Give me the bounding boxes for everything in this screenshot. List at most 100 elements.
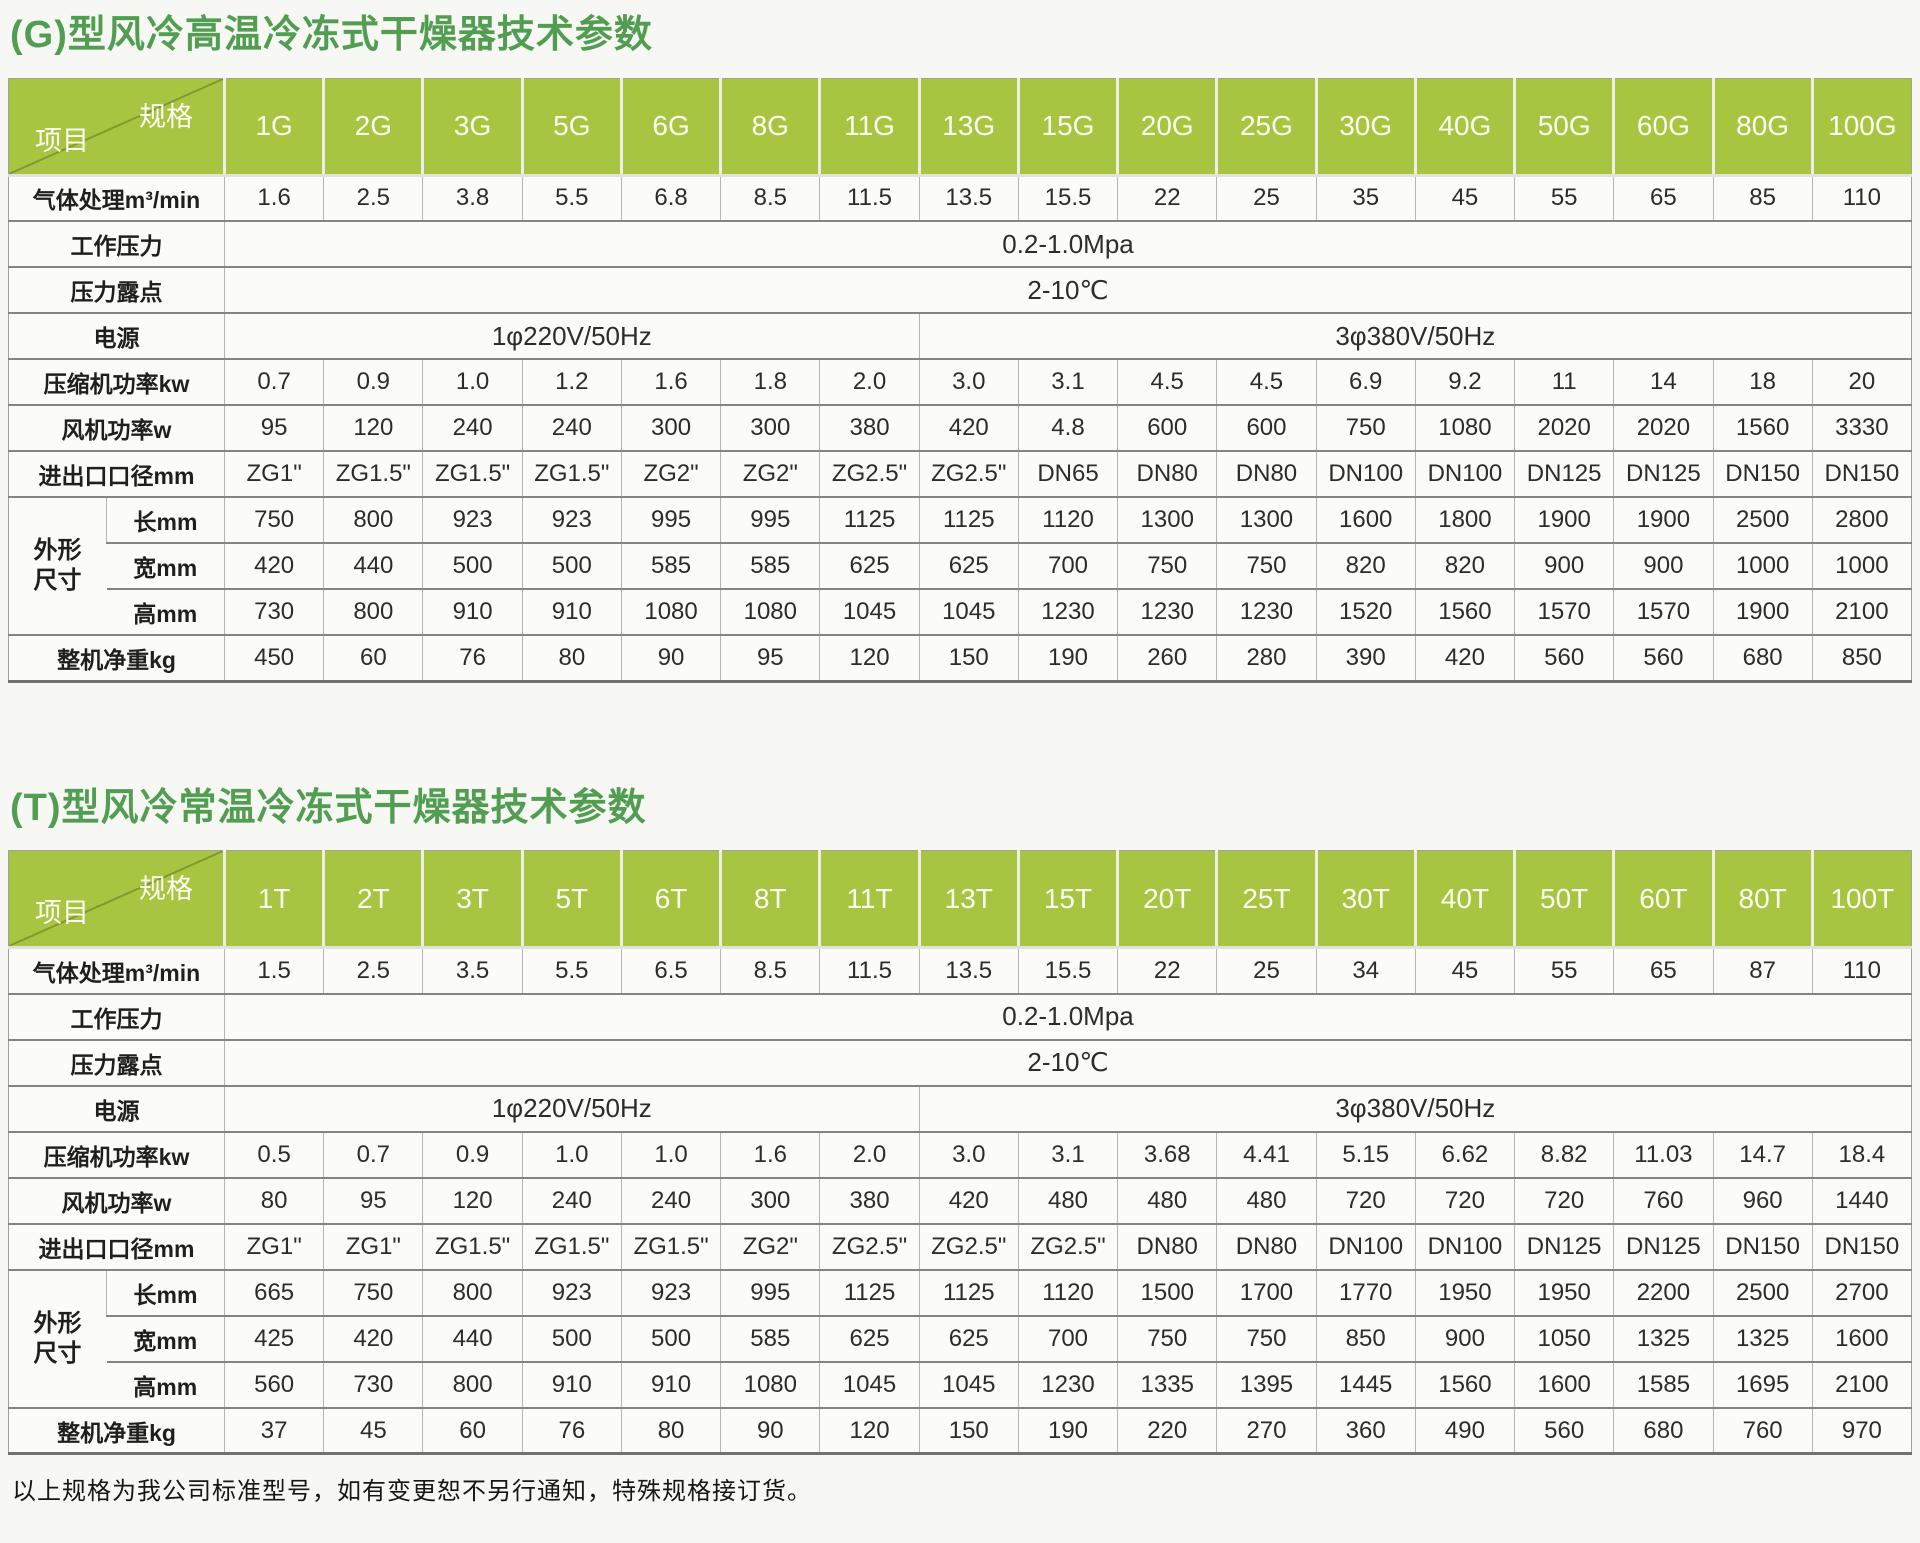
spec-value-cell: 80 <box>223 1176 324 1224</box>
spec-value-cell: 1950 <box>1514 1268 1614 1316</box>
spec-value-cell: 1045 <box>819 588 920 636</box>
model-header-cell: 15T <box>1016 850 1118 950</box>
spec-value-cell: 625 <box>918 1314 1019 1362</box>
spec-value-cell: 1.0 <box>620 1130 721 1178</box>
spec-value-cell: ZG2.5" <box>918 1222 1019 1270</box>
spec-value-cell: 700 <box>1017 542 1118 590</box>
spec-value-cell: 3.5 <box>422 946 523 994</box>
spec-value-cell: 2200 <box>1613 1268 1714 1316</box>
spec-value-cell: 425 <box>223 1314 324 1362</box>
table-row: 工作压力 0.2-1.0Mpa <box>8 992 1912 1040</box>
model-header-cell: 1G <box>222 78 324 177</box>
spec-value-cell: 1500 <box>1117 1268 1217 1316</box>
spec-value-cell: 600 <box>1216 404 1317 452</box>
spec-value-cell: 680 <box>1613 1406 1714 1454</box>
spec-value-cell: 1445 <box>1315 1360 1416 1408</box>
spec-value-cell: 960 <box>1712 1176 1813 1224</box>
power-supply-cell: 1φ220V/50Hz <box>224 1084 920 1132</box>
spec-value-cell: 1.5 <box>223 946 324 994</box>
spec-value-cell: 800 <box>422 1268 523 1316</box>
model-header-cell: 3T <box>421 850 523 950</box>
spec-value-cell: 150 <box>918 1406 1019 1454</box>
spec-value-cell: 440 <box>422 1314 523 1362</box>
spec-value-cell: 80 <box>521 634 622 682</box>
spec-value-cell: 2.0 <box>819 358 920 406</box>
row-label: 电源 <box>8 312 225 360</box>
spec-value-cell: 1045 <box>819 1360 920 1408</box>
model-header-cell: 11T <box>818 850 920 950</box>
spec-value-cell: 11.03 <box>1613 1130 1714 1178</box>
spec-value-cell: 0.5 <box>223 1130 324 1178</box>
table-row: 高mm 730 800 910 910 1080 1080 1045 1045 1230 1230 1… <box>9 588 1912 636</box>
row-label: 压力露点 <box>8 266 225 314</box>
spec-value-cell: 4.41 <box>1216 1130 1317 1178</box>
model-header-row: 规格 项目 1T 2T 3T 5T 6T 8T 11T 13T 15T 20T 25T 30T 40T 50T… <box>8 850 1912 950</box>
spec-value-cell: DN100 <box>1414 450 1515 498</box>
table-row: 宽mm 420 440 500 500 585 585 625 625 700 750 750 820 8… <box>9 542 1912 590</box>
spec-value-cell: 65 <box>1613 946 1714 994</box>
spec-value-cell: 2020 <box>1514 404 1614 452</box>
spec-value-cell: 120 <box>819 1406 920 1454</box>
spec-value-cell: 1900 <box>1613 496 1714 544</box>
spec-value-cell: DN80 <box>1216 1222 1317 1270</box>
spec-value-cell: 25 <box>1216 174 1317 222</box>
spec-value-cell: 420 <box>1414 634 1515 682</box>
spec-value-cell: 800 <box>422 1360 523 1408</box>
table-row: 风机功率w 95 120 240 240 300 300 380 420 4.8 600 600 750… <box>8 404 1912 452</box>
spec-value-cell: 720 <box>1514 1176 1614 1224</box>
row-label: 工作压力 <box>8 992 225 1040</box>
spec-value-cell: 2.0 <box>819 1130 920 1178</box>
spec-item-corner-cell: 规格 项目 <box>8 850 225 950</box>
spec-value-cell: 1.6 <box>223 174 324 222</box>
power-supply-cell: 3φ380V/50Hz <box>918 1084 1912 1132</box>
spec-value-cell: 270 <box>1216 1406 1317 1454</box>
corner-label-spec: 规格 <box>139 874 193 905</box>
spec-value-cell: 4.5 <box>1216 358 1317 406</box>
spec-value-cell: 1570 <box>1613 588 1714 636</box>
spec-value-cell: 995 <box>720 1268 820 1316</box>
spec-value-cell: 2500 <box>1712 496 1813 544</box>
spec-value-cell: DN80 <box>1216 450 1317 498</box>
row-label: 进出口口径mm <box>8 1222 225 1270</box>
spec-value-cell: 560 <box>1613 634 1714 682</box>
spec-value-cell: 360 <box>1315 1406 1416 1454</box>
spec-value-cell: DN65 <box>1017 450 1118 498</box>
spec-value-cell: 1230 <box>1017 1360 1118 1408</box>
spec-value-cell: 1080 <box>620 588 721 636</box>
spec-value-cell: DN80 <box>1117 1222 1217 1270</box>
spec-value-cell: 85 <box>1712 174 1813 222</box>
spec-value-cell: 1120 <box>1017 496 1118 544</box>
spec-value-cell: 13.5 <box>918 174 1019 222</box>
row-label-dimensions: 外形 尺寸 <box>8 1268 107 1408</box>
spec-value-cell: 1570 <box>1514 588 1614 636</box>
spec-value-cell: 5.5 <box>521 946 622 994</box>
spec-value-cell: 1335 <box>1117 1360 1217 1408</box>
spec-value-cell: 480 <box>1216 1176 1317 1224</box>
spec-value-cell: 4.5 <box>1117 358 1217 406</box>
spec-value-cell: 2800 <box>1811 496 1912 544</box>
spec-value-cell: 420 <box>918 404 1019 452</box>
spec-value-cell: 1080 <box>1414 404 1515 452</box>
table-row: 外形 尺寸 长mm 750 800 923 923 995 995 1125 1125 1120 13… <box>8 496 1912 636</box>
spec-value-cell: 1.6 <box>620 358 721 406</box>
spec-value-cell: ZG1.5" <box>521 1222 622 1270</box>
spec-value-cell: 1080 <box>720 1360 820 1408</box>
spec-value-cell: 750 <box>1216 542 1317 590</box>
spec-value-cell: 240 <box>521 1176 622 1224</box>
row-label: 风机功率w <box>8 1176 225 1224</box>
spec-value-cell: 750 <box>323 1268 423 1316</box>
spec-value-cell: 760 <box>1613 1176 1714 1224</box>
spec-value-cell: ZG2.5" <box>819 1222 920 1270</box>
spec-value-cell: 2.5 <box>323 174 423 222</box>
power-supply-cell: 1φ220V/50Hz <box>224 312 920 360</box>
spec-value-cell: 1.8 <box>720 358 820 406</box>
table-row: 进出口口径mm ZG1" ZG1.5" ZG1.5" ZG1.5" ZG2" ZG2" ZG2… <box>8 450 1912 498</box>
spec-value-cell: 380 <box>819 404 920 452</box>
model-header-cell: 100G <box>1810 78 1912 177</box>
row-label: 气体处理m³/min <box>8 946 225 994</box>
spec-value-cell: 14 <box>1613 358 1714 406</box>
spec-value-cell: 1600 <box>1514 1360 1614 1408</box>
merged-value-cell: 2-10℃ <box>224 266 1912 314</box>
spec-value-cell: 8.5 <box>720 946 820 994</box>
spec-value-cell: 1125 <box>918 496 1019 544</box>
